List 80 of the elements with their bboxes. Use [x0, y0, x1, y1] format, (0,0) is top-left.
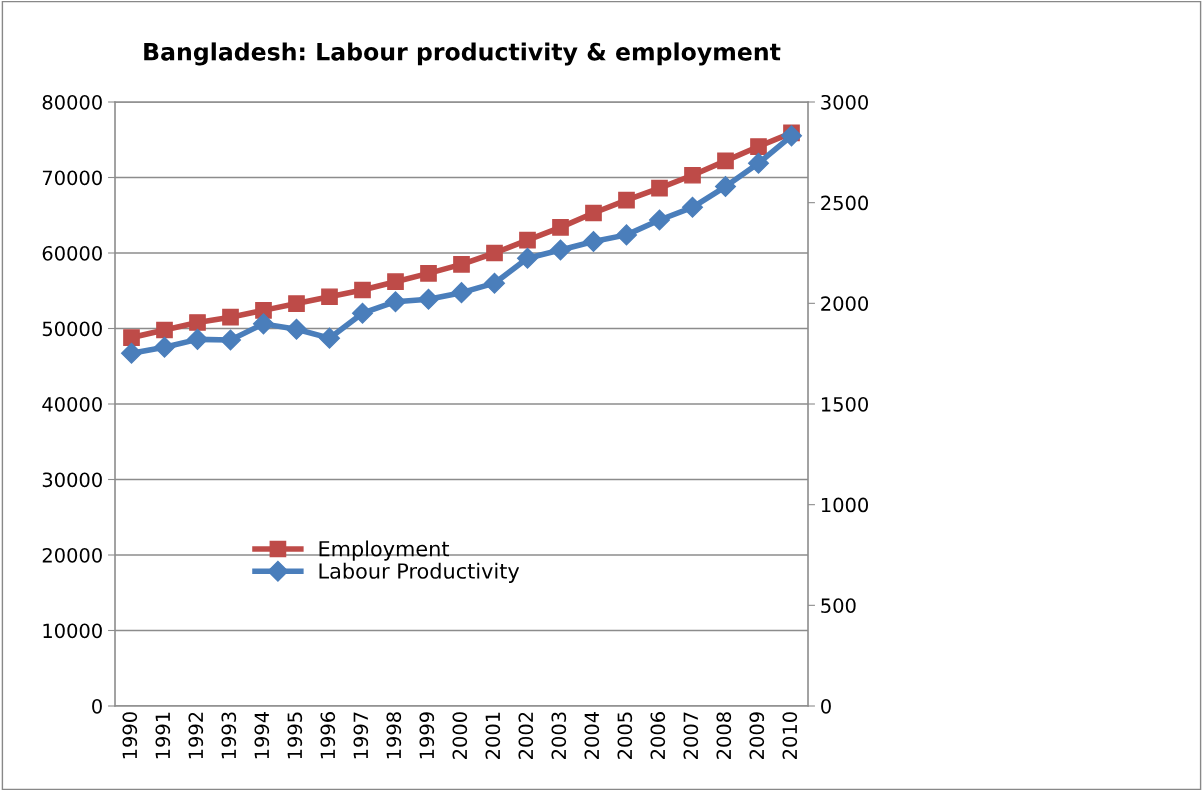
x-tick-label: 2003	[551, 712, 567, 759]
y-tick-label: 50000	[42, 321, 102, 337]
x-tick-label: 1994	[254, 711, 270, 759]
x-tick-label: 2007	[683, 712, 699, 759]
point	[615, 224, 638, 246]
y-tick-label: 0	[92, 698, 102, 714]
point	[156, 321, 173, 339]
x-tick-label: 1992	[188, 712, 204, 759]
y2-tick-label: 0	[821, 698, 831, 714]
point	[288, 295, 305, 312]
point	[747, 152, 770, 174]
x-tick-label: 1997	[353, 712, 369, 759]
point	[384, 291, 407, 313]
point	[780, 125, 803, 147]
point	[321, 288, 338, 306]
x-tick-label: 1993	[221, 712, 237, 759]
y2-tick-label: 1000	[821, 497, 868, 513]
point	[186, 328, 209, 350]
point	[552, 218, 569, 236]
x-tick-label: 2006	[650, 712, 666, 759]
x-tick-label: 1999	[419, 712, 435, 759]
x-tick-label: 2005	[617, 712, 633, 759]
x-tick-label: 2000	[452, 712, 468, 759]
point	[153, 336, 176, 358]
point	[582, 231, 605, 253]
y-tick-label: 30000	[42, 472, 102, 488]
y-tick-label: 20000	[42, 547, 102, 563]
point	[453, 255, 470, 273]
point	[486, 244, 503, 262]
point	[120, 342, 143, 364]
y2-tick-label: 2500	[821, 195, 868, 211]
point	[351, 302, 374, 324]
x-tick-label: 2010	[782, 712, 798, 759]
x-tick-label: 1998	[386, 712, 402, 759]
point	[618, 191, 635, 209]
y-tick-label: 10000	[43, 623, 102, 639]
legend-label: Labour Productivity	[319, 562, 520, 583]
y-tick-label: 80000	[42, 94, 102, 110]
point	[123, 329, 140, 346]
chart-title: Bangladesh: Labour productivity & employment	[144, 42, 781, 66]
y-tick-label: 70000	[42, 170, 102, 186]
x-tick-label: 1990	[122, 712, 138, 759]
point	[717, 152, 734, 170]
point	[681, 196, 704, 218]
x-tick-label: 1995	[287, 712, 303, 759]
point	[585, 204, 602, 222]
x-tick-label: 2002	[518, 712, 534, 759]
legend-label: Employment	[319, 540, 450, 561]
y-tick-label: 40000	[42, 396, 102, 412]
point	[684, 166, 701, 184]
point	[483, 272, 506, 294]
x-tick-label: 1991	[155, 712, 171, 759]
point	[219, 329, 242, 351]
point	[189, 314, 206, 331]
point	[318, 327, 341, 349]
y2-tick-label: 1500	[821, 396, 868, 412]
point	[252, 313, 275, 335]
point	[549, 239, 572, 261]
point	[285, 318, 308, 340]
point	[417, 288, 440, 310]
point	[222, 308, 239, 326]
y-tick-label: 60000	[42, 245, 102, 261]
point	[516, 247, 539, 269]
x-tick-label: 2009	[749, 712, 765, 759]
point	[519, 231, 536, 249]
point	[750, 138, 767, 155]
y2-tick-label: 500	[821, 598, 856, 613]
point	[651, 179, 668, 197]
point	[450, 282, 473, 304]
x-tick-label: 2004	[584, 711, 600, 759]
y2-tick-label: 2000	[821, 296, 868, 311]
x-tick-label: 1996	[320, 712, 336, 759]
x-tick-label: 2001	[485, 712, 501, 759]
x-tick-label: 2008	[716, 712, 732, 759]
y2-tick-label: 3000	[821, 94, 868, 110]
point	[387, 273, 404, 291]
point	[648, 209, 671, 231]
point	[714, 176, 737, 198]
point	[420, 265, 437, 282]
point	[354, 281, 371, 299]
